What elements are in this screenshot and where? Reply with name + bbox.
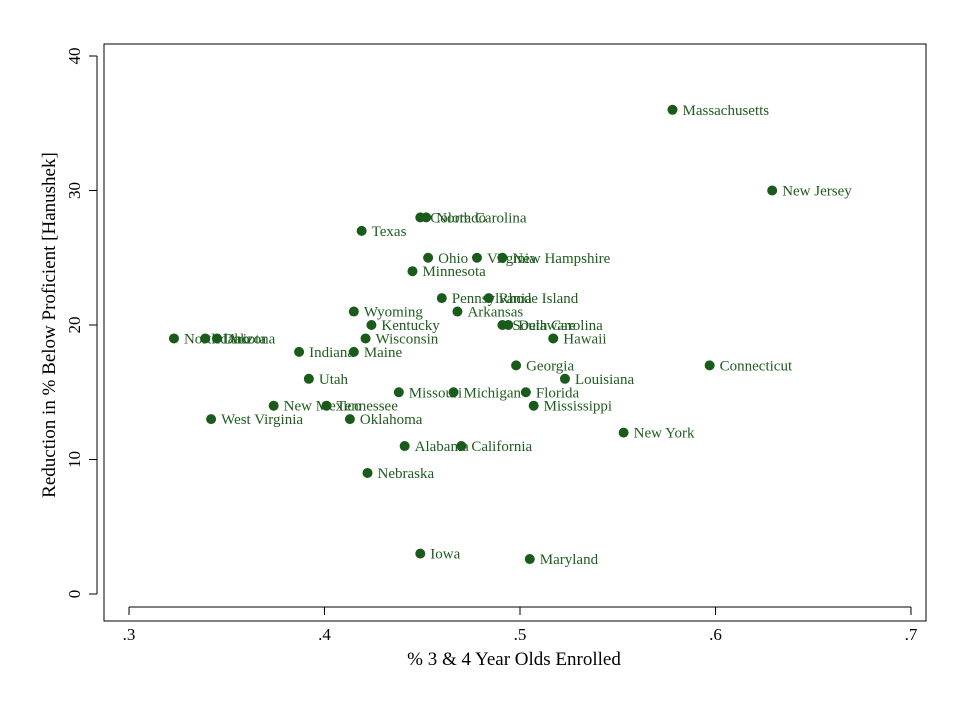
x-tick-label: .6 xyxy=(709,625,722,644)
data-point-label: Wisconsin xyxy=(376,331,439,347)
x-tick-label: .5 xyxy=(514,625,527,644)
data-point xyxy=(483,293,494,304)
data-point-label: West Virginia xyxy=(221,412,303,428)
data-point xyxy=(497,252,508,263)
x-tick-label: .3 xyxy=(123,625,136,644)
data-point-label: South Carolina xyxy=(512,318,603,334)
data-point-label: Michigan xyxy=(464,385,522,401)
y-tick-label: 0 xyxy=(65,590,84,599)
data-point xyxy=(452,306,463,317)
data-point-label: Georgia xyxy=(526,358,574,374)
data-point xyxy=(206,414,217,425)
data-point-label: Maryland xyxy=(540,552,599,568)
data-point-label: New York xyxy=(634,426,695,442)
data-point xyxy=(524,554,535,565)
y-tick-label: 20 xyxy=(65,317,84,334)
data-point xyxy=(436,293,447,304)
data-point xyxy=(421,212,432,223)
data-point-label: Oklahoma xyxy=(360,412,423,428)
y-axis-title: Reduction in % Below Proficient [Hanushe… xyxy=(39,152,60,498)
plot-frame xyxy=(103,43,927,622)
data-point-label: North Carolina xyxy=(436,210,527,226)
x-axis-ticks: .3 .4 .5 .6 .7 xyxy=(123,607,918,644)
data-point-label: Iowa xyxy=(430,547,460,563)
data-point xyxy=(503,320,514,330)
data-point-label: Hawaii xyxy=(563,331,606,347)
data-point-label: Wyoming xyxy=(364,305,424,321)
data-point xyxy=(356,225,367,236)
data-point-label: Ohio xyxy=(438,251,468,267)
data-point xyxy=(200,333,211,344)
y-axis-ticks: 0 10 20 30 40 xyxy=(65,48,97,599)
data-point-label: Connecticut xyxy=(720,358,793,374)
data-point xyxy=(268,400,279,411)
data-point xyxy=(344,414,355,425)
data-point-label: California xyxy=(471,439,532,455)
data-point xyxy=(471,252,482,263)
data-point-label: Louisiana xyxy=(575,372,634,388)
data-point-label: Mississippi xyxy=(544,399,612,415)
data-point xyxy=(415,548,426,559)
x-tick-label: .7 xyxy=(905,625,918,644)
data-point-label: Florida xyxy=(536,385,580,401)
data-point xyxy=(667,104,678,115)
data-point xyxy=(548,333,559,344)
data-point-label: New Hampshire xyxy=(512,251,610,267)
data-point xyxy=(366,320,377,330)
data-point-label: Rhode Island xyxy=(499,291,579,307)
data-point xyxy=(348,306,359,317)
data-point xyxy=(767,185,778,196)
data-point-label: Colorado xyxy=(430,210,486,226)
data-point xyxy=(528,400,539,411)
x-axis-title: % 3 & 4 Year Olds Enrolled xyxy=(407,649,621,670)
data-point-label: Tennessee xyxy=(336,399,398,415)
data-point xyxy=(520,387,531,398)
data-point-label: Minnesota xyxy=(422,264,486,280)
data-point-label: Nebraska xyxy=(378,466,435,482)
data-point xyxy=(423,252,434,263)
data-point xyxy=(348,346,359,357)
data-point-label: Arkansas xyxy=(467,305,523,321)
data-point-label: Idaho xyxy=(215,331,249,347)
data-point xyxy=(321,400,332,411)
y-tick-label: 30 xyxy=(65,182,84,199)
data-point-label: Maine xyxy=(364,345,403,361)
data-point xyxy=(448,387,459,398)
data-point xyxy=(407,266,418,277)
data-point-label: Indiana xyxy=(309,345,354,361)
data-point-label: Alabama xyxy=(415,439,469,455)
data-point xyxy=(704,360,715,371)
data-point xyxy=(360,333,371,344)
data-point xyxy=(511,360,522,371)
data-point-label: Arizona xyxy=(227,331,276,347)
data-point-label: Massachusetts xyxy=(682,103,769,119)
y-tick-label: 40 xyxy=(65,48,84,65)
data-point xyxy=(168,333,179,344)
data-point xyxy=(393,387,404,398)
data-point xyxy=(362,467,373,478)
data-point-label: Missouri xyxy=(409,385,462,401)
data-point-label: Kentucky xyxy=(381,318,440,334)
data-point-label: New Jersey xyxy=(782,184,852,200)
data-point xyxy=(559,373,570,384)
data-point-label: Delaware xyxy=(518,318,576,334)
y-tick-label: 10 xyxy=(65,451,84,468)
data-point xyxy=(618,427,629,438)
data-point xyxy=(294,346,305,357)
data-point xyxy=(211,333,222,344)
data-point-label: Utah xyxy=(319,372,349,388)
data-point xyxy=(303,373,314,384)
data-point-label: Texas xyxy=(372,224,407,240)
data-point xyxy=(399,441,410,452)
data-point xyxy=(456,441,467,452)
x-tick-label: .4 xyxy=(318,625,331,644)
